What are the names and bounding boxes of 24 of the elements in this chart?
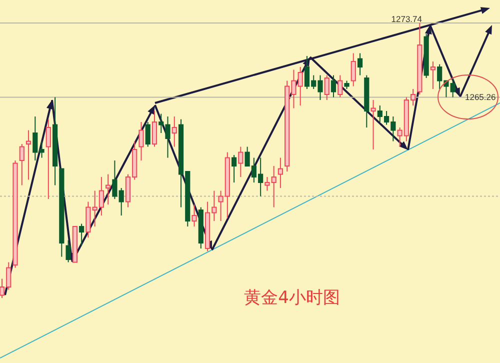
candlestick — [152, 110, 158, 148]
candlestick — [145, 122, 150, 148]
candlestick — [370, 100, 376, 150]
candlestick — [430, 61, 436, 90]
candlestick — [138, 122, 144, 161]
candlestick — [357, 52, 363, 76]
candlestick — [172, 116, 177, 148]
candlestick — [26, 130, 32, 180]
candlestick — [106, 174, 111, 205]
candlestick — [350, 52, 356, 87]
candlestick — [79, 223, 84, 246]
candlestick — [46, 118, 51, 200]
annotation: 1273.74 — [391, 14, 422, 24]
candlestick — [330, 74, 336, 98]
candlestick — [324, 74, 330, 100]
candlestick — [66, 240, 71, 263]
candlestick — [338, 74, 343, 98]
candlestick — [192, 204, 197, 227]
candlestick — [278, 157, 284, 188]
candlestick — [19, 144, 24, 186]
text: 1265.26 — [465, 92, 496, 102]
text: 黄金4小时图 — [244, 288, 340, 308]
candlestick — [231, 154, 237, 183]
candlestick — [238, 146, 244, 178]
